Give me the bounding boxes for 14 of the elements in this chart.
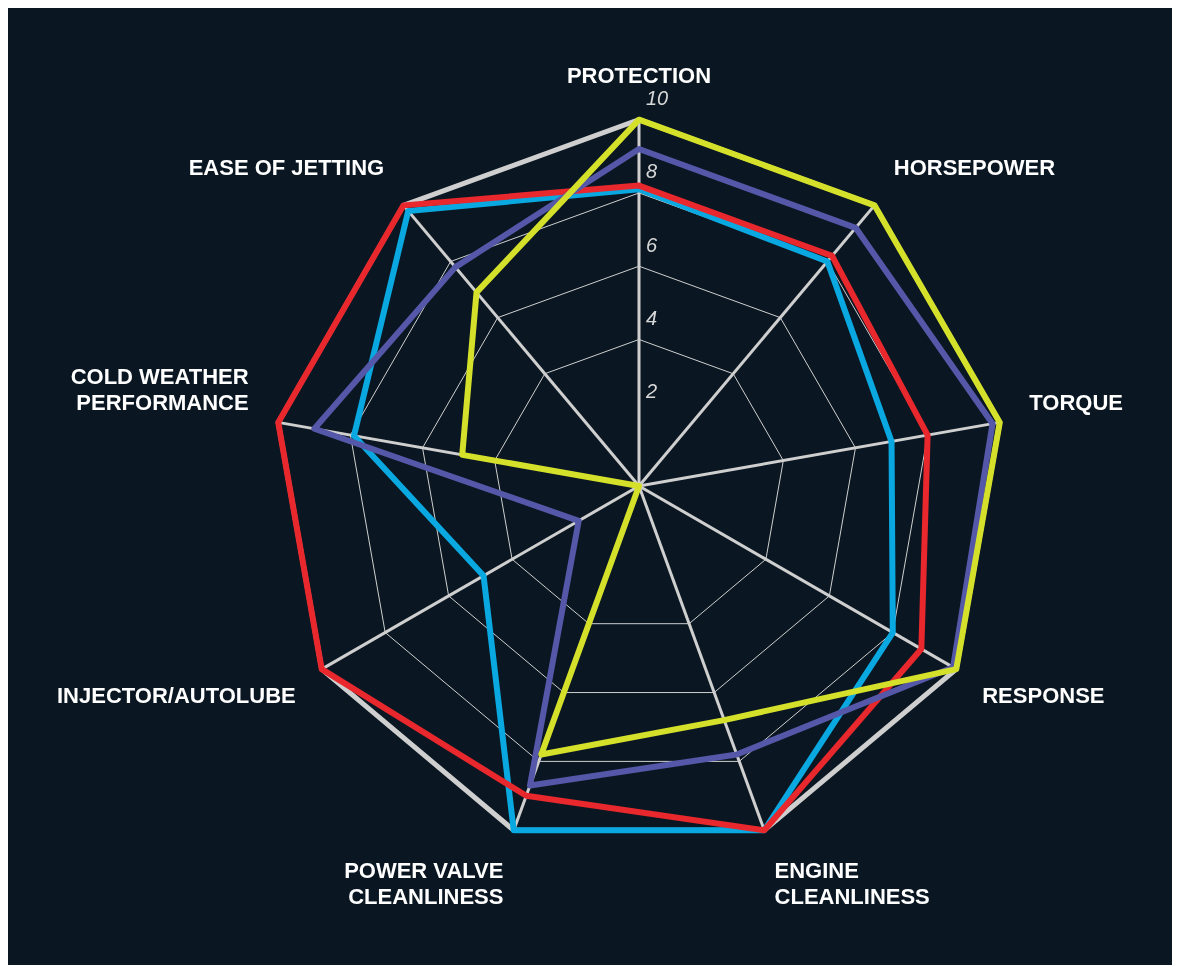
spoke-label: ENGINE CLEANLINESS xyxy=(774,857,930,910)
y-tick-label: 6 xyxy=(646,233,658,256)
y-tick-label: 2 xyxy=(645,380,658,403)
spoke-label: RESPONSE xyxy=(982,683,1105,709)
y-tick-label: 10 xyxy=(646,87,669,110)
y-tick-label: 8 xyxy=(646,160,658,183)
spoke-label: HORSEPOWER xyxy=(893,155,1056,181)
spoke-label: INJECTOR/AUTOLUBE xyxy=(56,683,296,709)
spoke-label: TORQUE xyxy=(1029,390,1124,416)
y-tick-label: 4 xyxy=(646,307,658,330)
spoke-label: EASE OF JETTING xyxy=(188,155,385,181)
spoke-label: COLD WEATHER PERFORMANCE xyxy=(70,363,249,416)
spoke-label: POWER VALVE CLEANLINESS xyxy=(344,857,504,910)
spoke-label: PROTECTION xyxy=(566,62,712,88)
